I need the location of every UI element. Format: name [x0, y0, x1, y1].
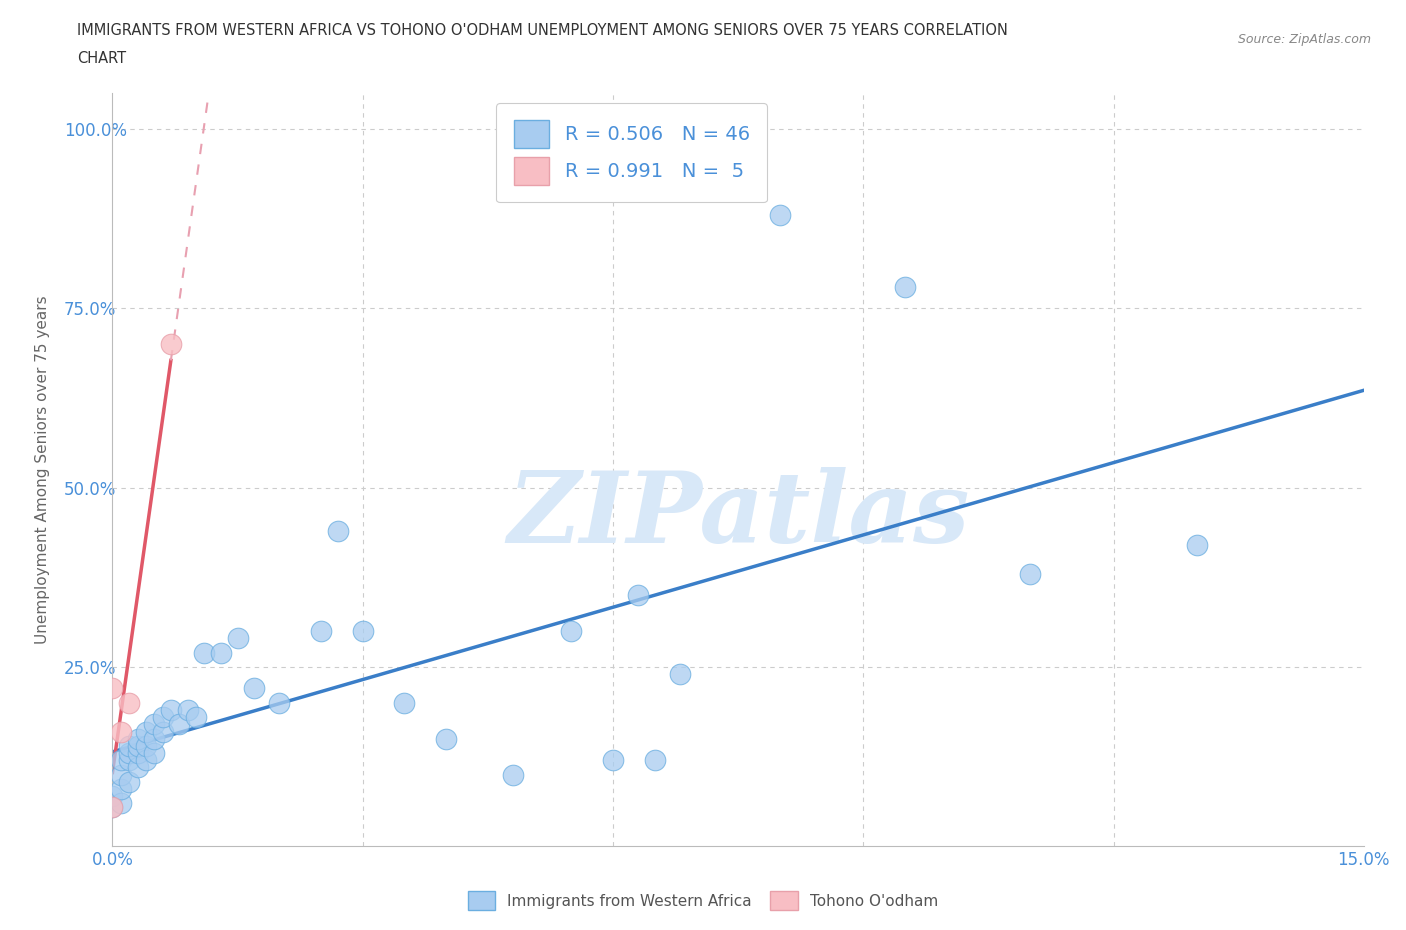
- Point: [394, 696, 416, 711]
- Point: [352, 624, 374, 639]
- Point: [193, 645, 215, 660]
- Text: Source: ZipAtlas.com: Source: ZipAtlas.com: [1237, 33, 1371, 46]
- Point: [127, 746, 149, 761]
- Legend: R = 0.506   N = 46, R = 0.991   N =  5: R = 0.506 N = 46, R = 0.991 N = 5: [496, 102, 768, 203]
- Point: [127, 731, 149, 746]
- Point: [143, 746, 166, 761]
- Text: IMMIGRANTS FROM WESTERN AFRICA VS TOHONO O'ODHAM UNEMPLOYMENT AMONG SENIORS OVER: IMMIGRANTS FROM WESTERN AFRICA VS TOHONO…: [77, 23, 1008, 38]
- Point: [269, 696, 291, 711]
- Point: [160, 337, 183, 352]
- Point: [143, 731, 166, 746]
- Point: [110, 752, 132, 767]
- Legend: Immigrants from Western Africa, Tohono O'odham: Immigrants from Western Africa, Tohono O…: [460, 884, 946, 918]
- Y-axis label: Unemployment Among Seniors over 75 years: Unemployment Among Seniors over 75 years: [35, 296, 51, 644]
- Text: ZIPatlas: ZIPatlas: [508, 467, 969, 563]
- Point: [101, 800, 124, 815]
- Point: [1185, 538, 1208, 552]
- Point: [894, 279, 917, 294]
- Point: [668, 667, 690, 682]
- Point: [434, 731, 457, 746]
- Point: [209, 645, 232, 660]
- Point: [101, 800, 124, 815]
- Point: [118, 696, 141, 711]
- Point: [326, 524, 349, 538]
- Point: [769, 207, 792, 222]
- Text: CHART: CHART: [77, 51, 127, 66]
- Point: [176, 702, 198, 717]
- Point: [243, 681, 266, 696]
- Point: [127, 760, 149, 775]
- Point: [118, 746, 141, 761]
- Point: [309, 624, 332, 639]
- Point: [135, 724, 157, 739]
- Point: [560, 624, 582, 639]
- Point: [160, 702, 183, 717]
- Point: [167, 717, 190, 732]
- Point: [110, 767, 132, 782]
- Point: [226, 631, 249, 645]
- Point: [502, 767, 524, 782]
- Point: [118, 775, 141, 790]
- Point: [101, 681, 124, 696]
- Point: [152, 724, 174, 739]
- Point: [152, 710, 174, 724]
- Point: [110, 781, 132, 796]
- Point: [135, 738, 157, 753]
- Point: [110, 724, 132, 739]
- Point: [143, 717, 166, 732]
- Point: [135, 752, 157, 767]
- Point: [110, 796, 132, 811]
- Point: [101, 789, 124, 804]
- Point: [1019, 566, 1042, 581]
- Point: [602, 752, 624, 767]
- Point: [118, 738, 141, 753]
- Point: [127, 738, 149, 753]
- Point: [644, 752, 666, 767]
- Point: [118, 752, 141, 767]
- Point: [627, 588, 650, 603]
- Point: [184, 710, 207, 724]
